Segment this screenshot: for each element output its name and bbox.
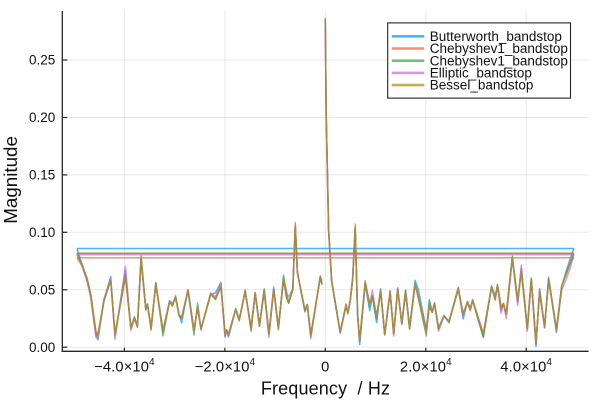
svg-text:Elliptic_bandstop: Elliptic_bandstop [430,66,532,81]
svg-text:4.0×104: 4.0×104 [500,357,552,375]
svg-text:0.05: 0.05 [29,282,55,297]
svg-text:0.15: 0.15 [29,168,55,183]
svg-text:Magnitude: Magnitude [0,136,21,224]
svg-text:−4.0×104: −4.0×104 [94,357,155,375]
svg-text:Frequency / Hz: Frequency / Hz [261,379,390,399]
svg-text:0.10: 0.10 [29,225,55,240]
svg-text:Butterworth_bandstop: Butterworth_bandstop [430,29,562,44]
svg-text:0.20: 0.20 [29,110,55,125]
svg-text:0.25: 0.25 [29,53,55,68]
svg-text:0: 0 [321,360,329,376]
svg-text:2.0×104: 2.0×104 [400,357,452,375]
svg-text:Bessel_bandstop: Bessel_bandstop [430,78,534,93]
svg-text:Chebyshev1_bandstop: Chebyshev1_bandstop [430,41,568,56]
svg-text:Chebyshev1_bandstop: Chebyshev1_bandstop [430,53,568,68]
svg-text:0.00: 0.00 [29,340,55,355]
svg-text:−2.0×104: −2.0×104 [195,357,256,375]
